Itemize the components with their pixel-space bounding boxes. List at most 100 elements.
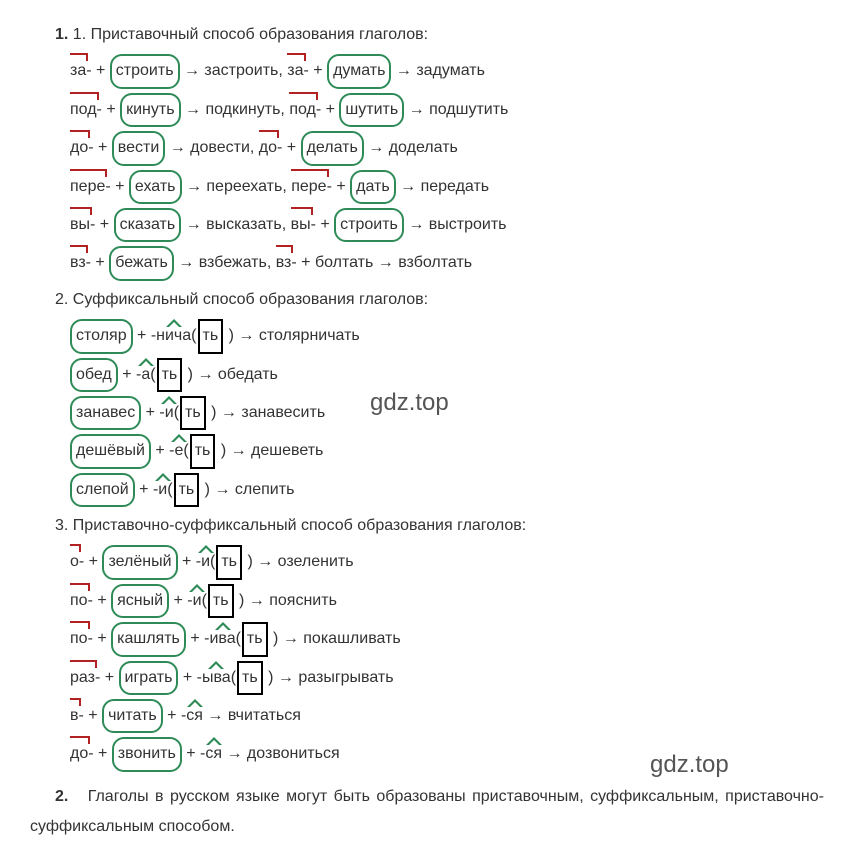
prefix: до bbox=[70, 133, 88, 163]
subitem-2: 2. bbox=[55, 291, 68, 308]
subitem-3: 3. bbox=[55, 517, 68, 534]
formation-line: слепой + -и(ть ) → слепить bbox=[70, 473, 824, 507]
suffix: ыва bbox=[202, 663, 231, 693]
ending: ть bbox=[216, 545, 242, 579]
section-2-title: Суффиксальный способ образования глаголо… bbox=[73, 291, 428, 308]
suffix: ива bbox=[209, 624, 235, 654]
section-2-heading: 2. Суффиксальный способ образования глаг… bbox=[55, 285, 824, 315]
root-word: столяр bbox=[70, 319, 133, 353]
prefix: в bbox=[70, 701, 79, 731]
result-word: довести bbox=[190, 139, 250, 156]
result-word: передать bbox=[421, 178, 490, 195]
suffix: и bbox=[165, 398, 174, 428]
section-1-content: за- + строить → застроить, за- + думать … bbox=[30, 54, 824, 280]
result-word: высказать bbox=[206, 216, 282, 233]
prefix: по bbox=[70, 624, 88, 654]
suffix: а bbox=[141, 360, 150, 390]
root-word: вести bbox=[112, 131, 165, 165]
formation-line: о- + зелёный + -и(ть ) → озеленить bbox=[70, 545, 824, 579]
root-word: кинуть bbox=[120, 93, 180, 127]
formation-line: по- + кашлять + -ива(ть ) → покашливать bbox=[70, 622, 824, 656]
prefix: под bbox=[70, 95, 97, 125]
result-word: озеленить bbox=[278, 553, 354, 570]
formation-line: за- + строить → застроить, за- + думать … bbox=[70, 54, 824, 88]
root-word: строить bbox=[334, 208, 404, 242]
item-number-1: 1. bbox=[55, 26, 68, 43]
prefix: вз bbox=[276, 248, 292, 278]
result-word: подшутить bbox=[429, 101, 508, 118]
root-word: кашлять bbox=[111, 622, 186, 656]
formation-line: вз- + бежать → взбежать, вз- + болтать →… bbox=[70, 246, 824, 280]
suffix: е bbox=[174, 436, 183, 466]
formation-line: под- + кинуть → подкинуть, под- + шутить… bbox=[70, 93, 824, 127]
formation-line: до- + вести → довести, до- + делать → до… bbox=[70, 131, 824, 165]
prefix: о bbox=[70, 547, 79, 577]
result-word: пояснить bbox=[269, 592, 337, 609]
suffix: и bbox=[193, 586, 202, 616]
formation-line: раз- + играть + -ыва(ть ) → разыгрывать bbox=[70, 661, 824, 695]
ending: ть bbox=[190, 434, 216, 468]
section-1-title: Приставочный способ образования глаголов… bbox=[91, 26, 429, 43]
ending: ть bbox=[174, 473, 200, 507]
result-word: застроить bbox=[204, 62, 278, 79]
prefix: пере bbox=[70, 172, 105, 202]
root-word: обед bbox=[70, 358, 118, 392]
formation-line: столяр + -нича(ть ) → столярничать bbox=[70, 319, 824, 353]
suffix: нича bbox=[156, 321, 191, 351]
result-word: дешеветь bbox=[251, 442, 323, 459]
formation-line: вы- + сказать → высказать, вы- + строить… bbox=[70, 208, 824, 242]
section-3-content: о- + зелёный + -и(ть ) → озеленить по- + … bbox=[30, 545, 824, 771]
root-word: делать bbox=[301, 131, 364, 165]
result-word: слепить bbox=[235, 481, 295, 498]
result-word: разыгрывать bbox=[298, 669, 393, 686]
result-word: взбежать bbox=[199, 254, 267, 271]
formation-line: обед + -а(ть ) → обедать bbox=[70, 358, 824, 392]
ending: ть bbox=[208, 584, 234, 618]
prefix: до bbox=[259, 133, 277, 163]
root-word: ехать bbox=[129, 170, 182, 204]
root-word: дешёвый bbox=[70, 434, 151, 468]
section-1-heading: 1. 1. Приставочный способ образования гл… bbox=[55, 20, 824, 50]
root-word: читать bbox=[102, 699, 163, 733]
result-word: занавесить bbox=[241, 404, 325, 421]
result-word: задумать bbox=[416, 62, 485, 79]
prefix: вз bbox=[70, 248, 86, 278]
subitem-1: 1. bbox=[73, 26, 86, 43]
root-word: сказать bbox=[114, 208, 182, 242]
result-word: подкинуть bbox=[205, 101, 280, 118]
suffix: и bbox=[158, 475, 167, 505]
formation-line: дешёвый + -е(ть ) → дешеветь bbox=[70, 434, 824, 468]
suffix: ся bbox=[186, 701, 203, 731]
prefix: пере bbox=[291, 172, 326, 202]
section-3-heading: 3. Приставочно-суффиксальный способ обра… bbox=[55, 511, 824, 541]
prefix: за bbox=[287, 56, 303, 86]
root-word: ясный bbox=[111, 584, 169, 618]
root-word: шутить bbox=[339, 93, 404, 127]
prefix: вы bbox=[70, 210, 90, 240]
ending: ть bbox=[242, 622, 268, 656]
result-word: обедать bbox=[218, 366, 278, 383]
prefix: вы bbox=[291, 210, 311, 240]
prefix: под bbox=[289, 95, 316, 125]
root-word: играть bbox=[119, 661, 179, 695]
result-word: выстроить bbox=[429, 216, 507, 233]
formation-line: занавес + -и(ть ) → занавесить bbox=[70, 396, 824, 430]
result-word: вчитаться bbox=[228, 707, 301, 724]
section-2-content: столяр + -нича(ть ) → столярничатьобед +… bbox=[30, 319, 824, 507]
suffix: ся bbox=[205, 739, 222, 769]
result-word: взболтать bbox=[398, 254, 472, 271]
result-word: доделать bbox=[389, 139, 458, 156]
suffix: и bbox=[201, 547, 210, 577]
root-word: слепой bbox=[70, 473, 135, 507]
item-number-2: 2. bbox=[55, 788, 68, 805]
formation-line: по- + ясный + -и(ть ) → пояснить bbox=[70, 584, 824, 618]
root-word: дать bbox=[350, 170, 396, 204]
ending: ть bbox=[157, 358, 183, 392]
ending: ть bbox=[237, 661, 263, 695]
result-word: столярничать bbox=[259, 327, 360, 344]
formation-line: пере- + ехать → переехать, пере- + дать … bbox=[70, 170, 824, 204]
prefix: до bbox=[70, 739, 88, 769]
root-word: зелёный bbox=[102, 545, 177, 579]
section-3-title: Приставочно-суффиксальный способ образов… bbox=[73, 517, 526, 534]
ending: ть bbox=[198, 319, 224, 353]
